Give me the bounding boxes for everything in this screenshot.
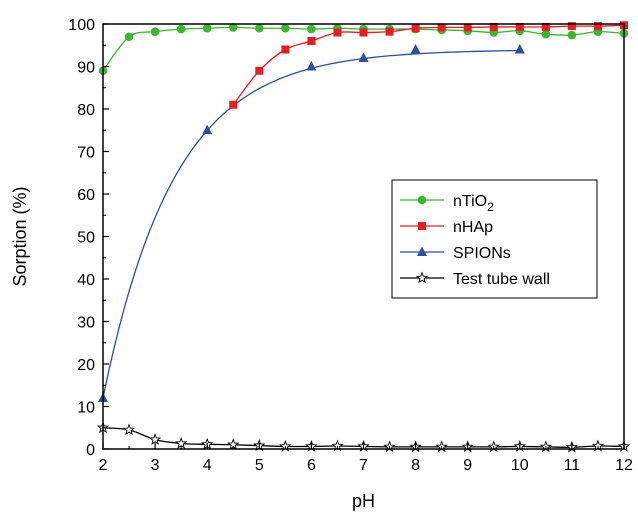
data-point-spions bbox=[306, 61, 317, 71]
data-point-nhap bbox=[307, 37, 316, 45]
y-tick-label: 10 bbox=[77, 400, 95, 417]
data-point-nhap bbox=[385, 27, 394, 36]
x-tick-label: 7 bbox=[359, 457, 368, 474]
x-axis-ticks: 2 3 4 5 6 7 8 9 10 11 12 bbox=[99, 443, 633, 474]
data-point-spions bbox=[202, 124, 213, 135]
data-point-nhap bbox=[411, 24, 420, 33]
data-point-ntio bbox=[567, 30, 577, 40]
legend-marker-test-tube-wall bbox=[415, 271, 429, 284]
x-tick-label: 12 bbox=[615, 457, 633, 474]
y-axis-label: Sorption (%) bbox=[10, 186, 30, 286]
legend-marker-nhap bbox=[418, 222, 426, 230]
data-point-ntio bbox=[281, 23, 290, 33]
legend-label-spions: SPIONs bbox=[453, 245, 511, 262]
y-tick-label: 60 bbox=[77, 187, 95, 204]
data-point-spions bbox=[410, 44, 421, 54]
x-tick-label: 3 bbox=[151, 457, 160, 474]
y-tick-label: 40 bbox=[77, 272, 95, 289]
data-point-nhap bbox=[515, 22, 524, 31]
data-point-nhap bbox=[437, 23, 446, 32]
x-tick-label: 5 bbox=[255, 457, 264, 474]
data-point-nhap bbox=[333, 28, 342, 37]
data-point-test-tube-wall bbox=[122, 423, 136, 436]
data-point-nhap bbox=[489, 22, 498, 31]
y-tick-label: 30 bbox=[77, 315, 95, 332]
data-point-ntio bbox=[176, 24, 186, 34]
legend-marker-spions bbox=[417, 246, 427, 256]
data-point-nhap bbox=[463, 23, 472, 32]
data-point-nhap bbox=[541, 22, 550, 31]
x-axis-label: pH bbox=[352, 491, 375, 511]
data-point-ntio bbox=[228, 23, 238, 32]
x-tick-label: 4 bbox=[203, 457, 212, 474]
data-point-spions bbox=[358, 52, 369, 62]
data-point-nhap bbox=[567, 22, 576, 31]
x-tick-label: 9 bbox=[463, 457, 472, 474]
y-tick-label: 20 bbox=[77, 357, 95, 374]
y-tick-label: 0 bbox=[86, 442, 95, 459]
data-point-nhap bbox=[359, 28, 368, 37]
legend-marker-ntio bbox=[417, 195, 427, 205]
data-point-ntio bbox=[150, 27, 160, 36]
legend-label-ntio: nTiO2 bbox=[453, 193, 494, 214]
data-point-ntio bbox=[254, 23, 264, 33]
y-tick-label: 90 bbox=[77, 60, 95, 77]
y-axis-ticks: 0 10 20 30 40 50 60 70 80 90 100 bbox=[68, 17, 109, 459]
data-point-spions bbox=[514, 44, 525, 54]
data-point-test-tube-wall bbox=[174, 437, 188, 449]
y-tick-label: 80 bbox=[77, 102, 95, 119]
x-tick-label: 11 bbox=[564, 457, 581, 474]
data-point-nhap bbox=[229, 100, 238, 109]
legend-label-test-tube-wall: Test tube wall bbox=[453, 271, 550, 288]
x-tick-label: 2 bbox=[99, 457, 108, 474]
legend-subscript: 2 bbox=[487, 200, 494, 214]
y-tick-label: 100 bbox=[68, 17, 95, 34]
y-tick-label: 50 bbox=[77, 230, 95, 247]
data-point-nhap bbox=[281, 45, 290, 54]
x-tick-label: 6 bbox=[307, 457, 316, 474]
data-point-ntio bbox=[202, 23, 212, 33]
data-point-ntio bbox=[307, 24, 316, 34]
data-point-nhap bbox=[255, 66, 264, 75]
x-tick-label: 10 bbox=[511, 457, 529, 474]
y-tick-label: 70 bbox=[77, 145, 95, 162]
legend: nTiO2 nHAp SPIONs Test tube wall bbox=[391, 179, 598, 299]
data-point-ntio bbox=[541, 29, 551, 39]
x-tick-label: 8 bbox=[411, 457, 420, 474]
data-point-ntio bbox=[124, 32, 134, 42]
data-point-test-tube-wall bbox=[148, 433, 162, 445]
legend-label-nhap: nHAp bbox=[453, 219, 493, 236]
series-line-nhap bbox=[232, 24, 625, 106]
data-point-nhap bbox=[593, 22, 602, 31]
